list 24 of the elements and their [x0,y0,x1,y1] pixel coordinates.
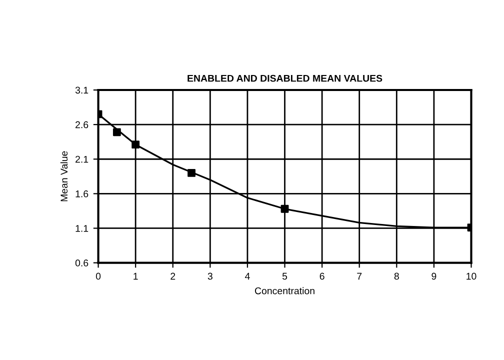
x-tick-label: 8 [394,272,399,280]
x-tick-label: 7 [357,272,362,280]
point [188,168,196,177]
y-tick-label: 1.1 [76,225,88,232]
y-tick-label: 3.1 [75,86,88,94]
y-tick-label: 1.6 [76,190,88,198]
x-tick-label: 9 [432,272,436,280]
point [132,140,140,149]
x-tick-label: 2 [170,272,176,280]
x-axis-title: Concentration [254,287,314,294]
x-tick-label: 3 [208,272,212,280]
y-tick-label: 2.1 [76,156,88,163]
x-tick-label: 0 [96,272,101,280]
y-tick-label: 2.6 [76,121,88,128]
x-tick-label: 4 [244,272,250,280]
point [280,204,289,213]
x-tick-label: 6 [320,272,324,280]
chart-title: ENABLED AND DISABLED MEAN VALUES [188,74,382,82]
y-axis-title: Mean Value [60,151,68,202]
y-tick-label: 0.6 [75,260,88,266]
x-tick-label: 1 [134,272,138,280]
point [112,128,121,136]
x-tick-label: 10 [466,272,476,280]
x-tick-label: 5 [282,272,288,280]
